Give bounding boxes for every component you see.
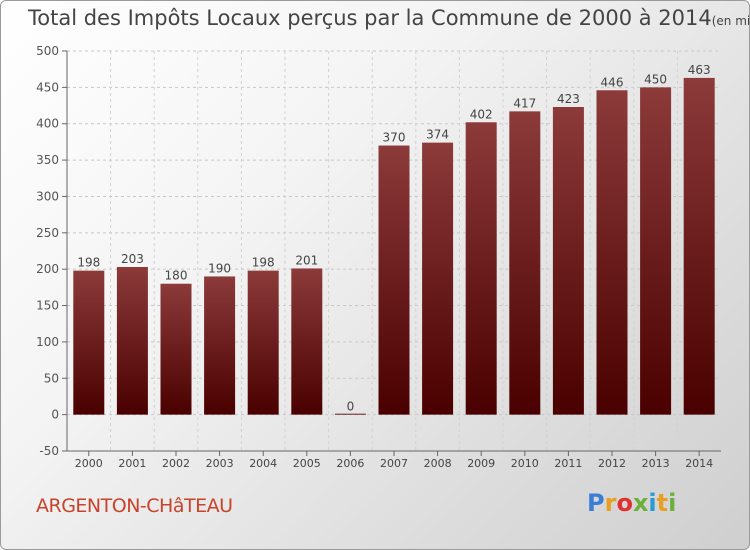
x-tick-label: 2000 — [75, 457, 103, 470]
x-tick-label: 2004 — [249, 457, 277, 470]
bar — [378, 145, 410, 415]
data-labels: 198 203 180 190 198 201 0 370 374 402 417 423 446 450… — [77, 63, 710, 414]
bar — [509, 111, 541, 415]
logo-letter: i — [668, 489, 677, 517]
proxiti-logo[interactable]: Proxiti — [587, 489, 676, 517]
bar — [247, 270, 279, 415]
logo-letter: i — [648, 489, 657, 517]
bar — [552, 107, 584, 415]
data-label: 198 — [252, 256, 275, 270]
x-tick-label: 2006 — [336, 457, 364, 470]
bar — [334, 413, 366, 415]
y-tick-label: 50 — [44, 371, 59, 385]
data-label: 450 — [644, 72, 667, 86]
y-tick-label: -50 — [39, 444, 59, 458]
bar — [204, 276, 236, 415]
logo-letter: t — [656, 489, 669, 517]
data-label: 201 — [295, 253, 318, 267]
axes: -50 0 50 100 150 200 250 300 350 400 450 500 2000 200… — [36, 44, 721, 470]
y-tick-label: 350 — [36, 153, 59, 167]
data-label: 417 — [513, 96, 536, 110]
y-tick-label: 450 — [36, 80, 59, 94]
data-label: 190 — [208, 261, 231, 275]
x-tick-label: 2008 — [424, 457, 452, 470]
x-tick-label: 2002 — [162, 457, 190, 470]
logo-letter: r — [604, 489, 617, 517]
bar — [596, 90, 628, 415]
chart-title: Total des Impôts Locaux perçus par la Co… — [28, 6, 750, 30]
y-tick-label: 200 — [36, 262, 59, 276]
title-text: Total des Impôts Locaux perçus par la Co… — [28, 6, 712, 30]
x-tick-label: 2009 — [467, 457, 495, 470]
bar — [640, 87, 672, 415]
data-label: 0 — [347, 400, 355, 414]
x-tick-label: 2012 — [598, 457, 626, 470]
data-label: 402 — [470, 107, 493, 121]
data-label: 370 — [383, 131, 406, 145]
y-tick-label: 300 — [36, 189, 59, 203]
y-tick-label: 100 — [36, 335, 59, 349]
data-label: 198 — [77, 256, 100, 270]
x-tick-label: 2010 — [511, 457, 539, 470]
title-unit: (en milliers d'€) — [711, 14, 750, 28]
x-tick-label: 2001 — [118, 457, 146, 470]
data-label: 180 — [165, 269, 188, 283]
x-tick-label: 2013 — [642, 457, 670, 470]
y-tick-label: 400 — [36, 117, 59, 131]
x-tick-label: 2007 — [380, 457, 408, 470]
data-label: 463 — [688, 63, 711, 77]
logo-letter: x — [632, 489, 649, 517]
y-tick-label: 250 — [36, 226, 59, 240]
logo-letter: P — [587, 489, 605, 517]
bar — [465, 122, 497, 415]
bar — [116, 267, 148, 415]
data-label: 423 — [557, 92, 580, 106]
x-tick-label: 2005 — [293, 457, 321, 470]
bars — [73, 77, 715, 415]
bar — [422, 142, 454, 415]
bar — [73, 270, 105, 415]
commune-name: ARGENTON-CHâTEAU — [36, 495, 233, 517]
x-tick-label: 2011 — [554, 457, 582, 470]
data-label: 446 — [601, 75, 624, 89]
x-tick-label: 2003 — [206, 457, 234, 470]
y-tick-label: 150 — [36, 299, 59, 313]
x-tick-label: 2014 — [685, 457, 713, 470]
y-tick-label: 0 — [51, 408, 59, 422]
bar — [291, 268, 323, 415]
bar — [160, 283, 192, 415]
data-label: 374 — [426, 128, 449, 142]
logo-letter: o — [616, 489, 633, 517]
bar — [683, 77, 715, 415]
data-label: 203 — [121, 252, 144, 266]
y-tick-label: 500 — [36, 44, 59, 58]
